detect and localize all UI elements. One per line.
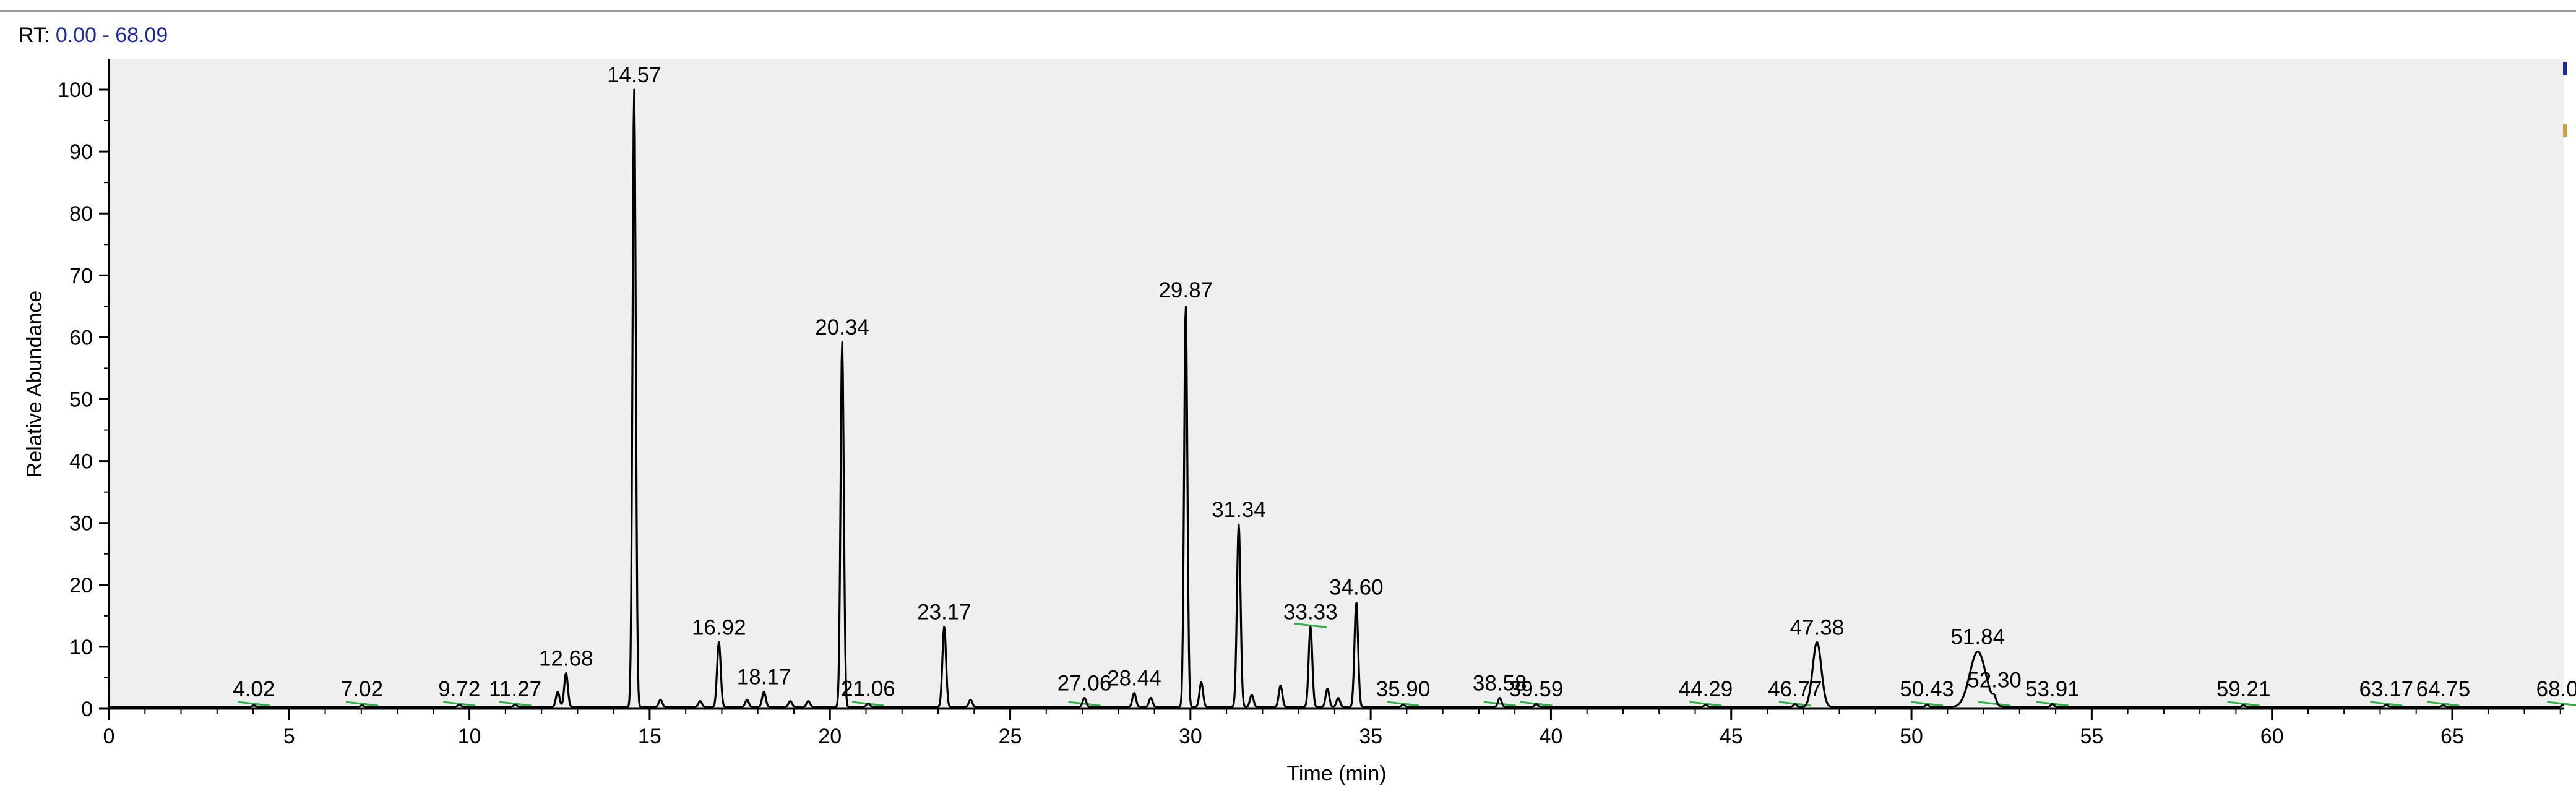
x-tick-label: 5 xyxy=(283,725,295,748)
peak-label: 51.84 xyxy=(1950,625,2005,649)
top-rule xyxy=(0,10,2576,12)
baseline-marker xyxy=(345,701,379,707)
baseline-marker xyxy=(1483,701,1516,707)
peak-label: 46.77 xyxy=(1768,677,1822,701)
peak-label: 18.17 xyxy=(737,665,791,689)
x-tick-label: 0 xyxy=(103,725,115,748)
rt-range-value: 0.00 - 68.09 xyxy=(55,24,168,47)
y-axis-title: Relative Abundance xyxy=(23,291,46,477)
y-tick-label: 100 xyxy=(58,79,93,102)
x-tick-label: 45 xyxy=(1720,725,1743,748)
peak-label: 35.90 xyxy=(1376,677,1431,701)
peak-label: 38.58 xyxy=(1473,671,1527,695)
y-tick-label: 70 xyxy=(69,264,93,288)
plot-area xyxy=(109,59,2564,709)
peak-label: 31.34 xyxy=(1212,498,1266,522)
x-tick-label: 50 xyxy=(1900,725,1923,748)
peak-label: 16.92 xyxy=(692,615,746,639)
chromatogram-trace xyxy=(108,88,2564,709)
baseline-marker xyxy=(1294,622,1327,628)
y-tick-label: 60 xyxy=(69,326,93,349)
edge-marker-mid xyxy=(2563,124,2567,137)
y-tick-label: 10 xyxy=(69,636,93,659)
x-tick-label: 30 xyxy=(1179,725,1202,748)
y-tick-label: 80 xyxy=(69,202,93,226)
y-tick-label: 50 xyxy=(69,388,93,412)
x-tick-label: 40 xyxy=(1540,725,1563,748)
peak-label: 44.29 xyxy=(1679,677,1733,701)
peak-label: 28.44 xyxy=(1107,666,1161,690)
peak-label: 68.08 xyxy=(2536,677,2576,701)
peak-label: 21.06 xyxy=(841,677,895,701)
x-axis-ticks: 0 5 10 15 20 25 30 35 40 45 50 55 60 65 xyxy=(103,709,2561,748)
peak-label: 33.33 xyxy=(1283,600,1338,624)
peak-label: 64.75 xyxy=(2416,677,2471,701)
peak-label: 29.87 xyxy=(1158,278,1213,302)
peak-label: 23.17 xyxy=(917,600,971,624)
x-tick-label: 20 xyxy=(818,725,842,748)
peak-label: 50.43 xyxy=(1900,677,1954,701)
x-tick-label: 25 xyxy=(999,725,1022,748)
peak-label: 27.06 xyxy=(1058,671,1112,695)
y-tick-label: 40 xyxy=(69,450,93,474)
peak-labels: 4.02 7.02 9.72 11.27 12.68 14.57 16.92 18.17 20.… xyxy=(233,63,2576,701)
x-tick-label: 55 xyxy=(2080,725,2103,748)
peak-label: 63.17 xyxy=(2359,677,2414,701)
peak-label: 52.30 xyxy=(1967,668,2022,692)
baseline-marker xyxy=(2227,701,2260,707)
y-tick-label: 30 xyxy=(69,512,93,536)
peak-label: 4.02 xyxy=(233,677,275,701)
peak-label: 14.57 xyxy=(607,63,661,87)
y-axis-ticks: 0 10 20 30 40 50 60 70 80 90 100 xyxy=(58,79,109,721)
peak-label: 20.34 xyxy=(815,315,869,340)
edge-marker-top xyxy=(2563,62,2567,75)
x-tick-label: 35 xyxy=(1359,725,1382,748)
peak-label: 7.02 xyxy=(341,677,383,701)
x-tick-label: 60 xyxy=(2260,725,2284,748)
y-tick-label: 0 xyxy=(81,698,93,721)
y-tick-label: 90 xyxy=(69,140,93,164)
peak-label: 11.27 xyxy=(489,677,541,701)
peak-label: 39.59 xyxy=(1509,677,1564,701)
rt-label: RT: xyxy=(19,24,50,47)
baseline-marker xyxy=(1068,701,1101,707)
peak-label: 53.91 xyxy=(2025,677,2080,701)
peak-label: 59.21 xyxy=(2216,677,2271,701)
baseline-marker xyxy=(1978,701,2011,707)
baseline-marker xyxy=(2427,701,2460,707)
x-tick-label: 65 xyxy=(2440,725,2464,748)
y-tick-label: 20 xyxy=(69,574,93,597)
peak-label: 34.60 xyxy=(1329,575,1384,599)
peak-label: 12.68 xyxy=(539,646,593,670)
x-axis-title: Time (min) xyxy=(1286,762,1386,785)
baseline-marker xyxy=(238,701,270,707)
x-tick-label: 10 xyxy=(458,725,481,748)
rt-range-readout: RT: 0.00 - 68.09 xyxy=(19,24,168,48)
peak-label: 9.72 xyxy=(438,677,480,701)
peak-label: 47.38 xyxy=(1790,615,1845,639)
x-tick-label: 15 xyxy=(638,725,661,748)
